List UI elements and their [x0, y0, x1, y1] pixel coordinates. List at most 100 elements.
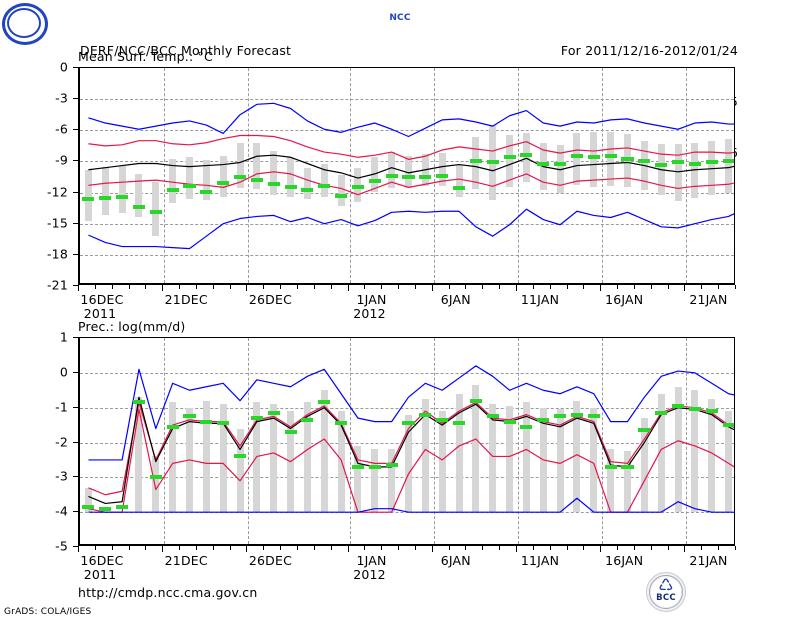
series-line-lower_quartile	[88, 408, 734, 513]
ncc-logo-outer-ring	[2, 3, 48, 45]
observation-marker	[537, 161, 550, 166]
x-axis-label: 16DEC	[80, 553, 124, 568]
observation-marker	[402, 175, 415, 179]
x-axis-tick-minor	[566, 546, 568, 550]
ensemble-spread-bar	[455, 164, 463, 197]
observation-marker	[638, 428, 651, 433]
observation-marker	[655, 410, 668, 415]
x-axis-tick-minor	[145, 285, 147, 289]
x-axis-tick-minor	[414, 285, 416, 289]
observation-marker	[469, 398, 482, 403]
y-axis-label: -15	[46, 215, 68, 231]
x-axis-tick-minor	[111, 546, 113, 550]
y-axis-tick	[73, 511, 79, 513]
x-axis-tick-minor	[633, 546, 635, 550]
observation-marker	[284, 185, 297, 190]
x-axis-tick-minor	[718, 546, 720, 550]
observation-marker	[301, 417, 314, 422]
ensemble-spread-bar	[135, 397, 143, 513]
observation-marker	[537, 417, 550, 422]
x-axis-sublabel-year: 2011	[83, 567, 117, 582]
series-line-minimum	[88, 208, 734, 250]
x-axis-tick-minor	[212, 546, 214, 550]
x-axis-tick-major	[246, 285, 248, 291]
observation-marker	[722, 159, 734, 164]
ensemble-spread-bar	[219, 156, 227, 197]
x-axis-tick-minor	[701, 285, 703, 289]
ensemble-spread-bar	[303, 167, 311, 199]
x-axis-tick-minor	[549, 546, 551, 550]
x-axis-tick-minor	[381, 285, 383, 289]
ensemble-spread-bar	[219, 404, 227, 513]
series-layer	[88, 102, 734, 250]
gridline-vertical	[248, 68, 250, 283]
y-axis-tick	[73, 371, 79, 373]
ensemble-spread-bar	[135, 173, 143, 218]
observation-marker	[335, 421, 348, 426]
x-axis-tick-minor	[313, 285, 315, 289]
ensemble-spread-bar	[674, 386, 682, 513]
ensemble-spread-bar	[657, 393, 665, 513]
y-axis-label: -3	[55, 468, 68, 484]
gridline-horizontal	[80, 254, 734, 256]
y-axis-tick	[73, 222, 79, 224]
observation-marker	[149, 210, 162, 215]
observation-marker	[132, 400, 146, 405]
gridline-vertical	[518, 338, 519, 544]
observation-marker	[284, 430, 297, 435]
series-line-upper_quartile	[88, 134, 734, 160]
x-axis-tick-minor	[701, 546, 703, 550]
observation-marker	[166, 424, 179, 429]
observation-marker	[335, 193, 348, 198]
observation-marker	[267, 182, 280, 187]
x-axis-tick-minor	[128, 546, 130, 550]
gridline-vertical	[518, 68, 519, 283]
x-axis-label: 1JAN	[356, 553, 387, 568]
ensemble-spread-bar	[691, 390, 699, 513]
x-axis-label: 6JAN	[440, 553, 471, 568]
observation-marker	[402, 421, 415, 426]
x-axis-tick-minor	[398, 285, 400, 289]
observation-marker	[722, 423, 734, 428]
x-axis-tick-minor	[583, 285, 585, 289]
x-axis-tick-minor	[128, 285, 130, 289]
series-line-ensemble_mean	[88, 396, 734, 505]
ensemble-spread-bar	[455, 393, 463, 513]
ensemble-spread-bar	[623, 451, 632, 513]
y-axis-tick	[73, 406, 79, 408]
x-axis-tick-minor	[398, 546, 400, 550]
ensemble-spread-bar	[337, 174, 345, 207]
ensemble-spread-bar	[506, 135, 514, 188]
x-axis-tick-minor	[313, 546, 315, 550]
series-line-maximum	[88, 102, 734, 138]
observation-marker	[520, 424, 533, 429]
ensemble-spread-bar	[320, 163, 328, 197]
ensemble-spread-bar	[84, 487, 92, 513]
gridline-vertical	[686, 68, 688, 283]
x-axis-tick-minor	[633, 285, 635, 289]
observation-marker	[705, 409, 718, 414]
y-axis-tick	[73, 98, 79, 100]
observation-marker	[621, 157, 634, 162]
gridline-vertical	[349, 338, 351, 544]
gridline-vertical	[164, 68, 166, 283]
ensemble-spread-bar	[101, 166, 109, 216]
grads-credit: GrADS: COLA/IGES	[4, 607, 92, 617]
x-axis-tick-minor	[195, 285, 197, 289]
ensemble-spread-bar	[236, 142, 244, 189]
ncc-logo-inner-ring	[7, 8, 41, 38]
x-axis-tick-major	[246, 546, 248, 552]
x-axis-label: 21DEC	[164, 553, 208, 568]
ensemble-spread-bar	[185, 157, 194, 199]
x-axis-tick-major	[431, 285, 433, 291]
x-axis-tick-major	[684, 285, 686, 291]
observation-marker	[368, 179, 381, 184]
website-url[interactable]: http://cmdp.ncc.cma.gov.cn	[78, 585, 258, 600]
y-axis-label: -1	[55, 399, 68, 415]
x-axis-tick-minor	[381, 546, 383, 550]
ensemble-spread-bar	[169, 402, 177, 513]
gridline-horizontal	[80, 130, 734, 132]
observation-marker	[520, 153, 533, 158]
x-axis-tick-minor	[549, 285, 551, 289]
gridline-horizontal	[80, 223, 734, 225]
